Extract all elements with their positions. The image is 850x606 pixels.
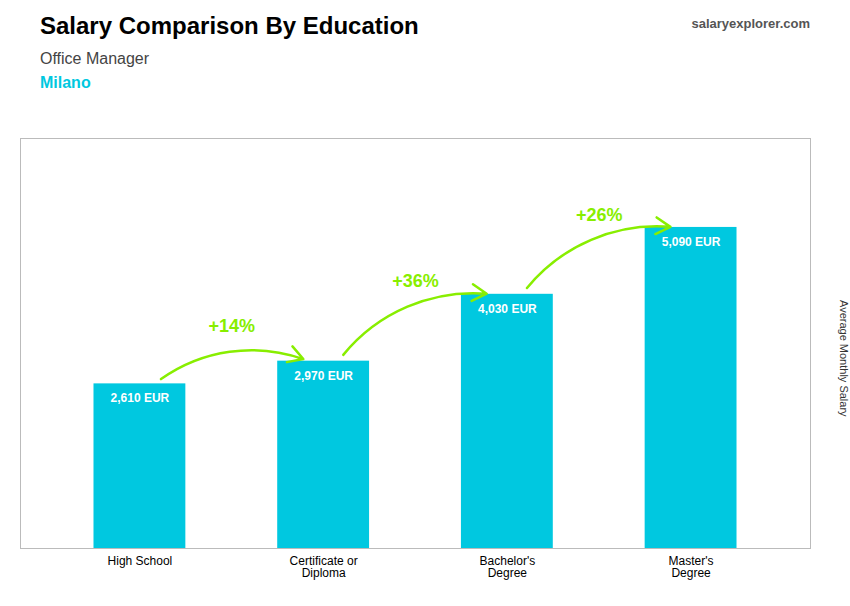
svg-text:Master'sDegree: Master'sDegree	[669, 554, 714, 580]
html-text:salaryexplorer.com: salaryexplorer.com	[691, 16, 810, 31]
html-text:Office Manager: Office Manager	[40, 50, 150, 67]
svg-text:2,610 EUR: 2,610 EUR	[111, 391, 170, 405]
svg-text:2,970 EUR: 2,970 EUR	[294, 369, 353, 383]
html-text:Average Monthly Salary: Average Monthly Salary	[838, 299, 850, 417]
svg-text:5,090 EUR: 5,090 EUR	[662, 235, 721, 249]
svg-text:High School: High School	[108, 554, 173, 568]
svg-text:+14%: +14%	[209, 316, 256, 336]
html-text:Milano: Milano	[40, 74, 91, 91]
svg-text:+36%: +36%	[392, 271, 439, 291]
svg-text:4,030 EUR: 4,030 EUR	[478, 302, 537, 316]
html-text:Salary Comparison By Education: Salary Comparison By Education	[40, 12, 419, 39]
svg-text:+26%: +26%	[576, 205, 623, 225]
svg-text:Certificate orDiploma: Certificate orDiploma	[290, 554, 358, 580]
svg-text:Bachelor'sDegree: Bachelor'sDegree	[480, 554, 536, 580]
